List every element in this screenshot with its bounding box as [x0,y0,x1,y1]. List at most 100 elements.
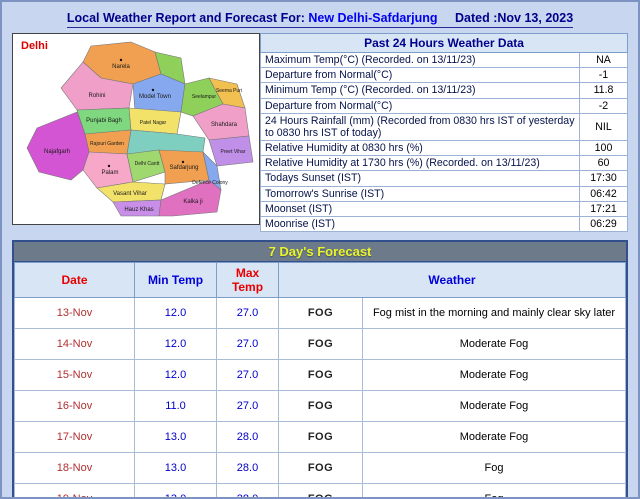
fog-icon: FOG [278,452,363,485]
map-region-najafgarh [26,111,90,181]
column-header-max-temp: Max Temp [216,262,279,299]
forecast-date: 17-Nov [14,421,135,454]
metric-value: 06:29 [579,215,628,233]
forecast-description: Fog mist in the morning and mainly clear… [362,297,626,330]
map-region-vasant-vihar [96,181,166,203]
fog-icon: FOG [278,483,363,497]
map-label-preet-vihar: Preet Vihar [221,149,246,155]
fog-icon: FOG [278,390,363,423]
metric-value: NIL [579,112,628,142]
page-header: Local Weather Report and Forecast For: N… [2,9,638,28]
table-row: Departure from Normal(°C) -1 [260,67,628,84]
map-label-punjabi-bagh: Punjabi Bagh [86,118,122,124]
forecast-title: 7 Day's Forecast [14,242,626,263]
station-name: New Delhi-Safdarjung [308,11,438,25]
map-marker [151,88,155,92]
map-label-model-town: Model Town [139,94,171,100]
forecast-date: 14-Nov [14,328,135,361]
metric-value: -2 [579,97,628,114]
map-label-hauz-khas: Hauz Khas [124,207,153,213]
forecast-min-temp: 11.0 [134,390,217,423]
forecast-description: Moderate Fog [362,390,626,423]
metric-label: Moonset (IST) [260,200,580,217]
metric-label: Tomorrow's Sunrise (IST) [260,185,580,202]
forecast-description: Fog [362,483,626,497]
table-row: Tomorrow's Sunrise (IST) 06:42 [260,185,628,202]
column-header-min-temp: Min Temp [134,262,217,299]
metric-value: 11.8 [579,82,628,99]
forecast-min-temp: 12.0 [134,297,217,330]
map-label-narela: Narela [112,64,130,70]
forecast-date: 15-Nov [14,359,135,392]
forecast-table: Date Min Temp Max Temp Weather 13-Nov 12… [14,262,626,497]
forecast-date: 16-Nov [14,390,135,423]
forecast-min-temp: 12.0 [134,328,217,361]
forecast-max-temp: 28.0 [216,483,279,497]
metric-value: 17:21 [579,200,628,217]
metric-label: Minimum Temp (°C) (Recorded. on 13/11/23… [260,82,580,99]
column-header-date: Date [14,262,135,299]
delhi-map-svg: Delhi [21,40,254,217]
metric-label: Departure from Normal(°C) [260,97,580,114]
forecast-row: 16-Nov 11.0 27.0 FOG Moderate Fog [14,390,626,423]
forecast-description: Moderate Fog [362,359,626,392]
map-label-seema-puri: Seema Puri [216,88,242,94]
table-row: Maximum Temp(°C) (Recorded. on 13/11/23)… [260,51,628,69]
map-region-preet-vihar [208,135,254,167]
map-label-kalkaji: Kalka ji [183,199,202,205]
forecast-min-temp: 12.0 [134,359,217,392]
forecast-date: 19-Nov [14,483,135,497]
forecast-min-temp: 13.0 [134,421,217,454]
map-region-shahdara [192,103,250,141]
table-row: Moonset (IST) 17:21 [260,200,628,217]
forecast-row: 14-Nov 12.0 27.0 FOG Moderate Fog [14,328,626,361]
map-label-rajouri-garden: Rajouri Garden [90,141,124,147]
map-region-kalkaji [158,179,222,217]
past24-title: Past 24 Hours Weather Data [260,33,628,53]
forecast-date: 18-Nov [14,452,135,485]
forecast-row: 13-Nov 12.0 27.0 FOG Fog mist in the mor… [14,297,626,330]
forecast-row: 15-Nov 12.0 27.0 FOG Moderate Fog [14,359,626,392]
map-label-delhi-cantt: Delhi Cantt [135,161,160,167]
metric-value: 06:42 [579,185,628,202]
map-marker [107,164,111,168]
forecast-max-temp: 27.0 [216,328,279,361]
forecast-date: 13-Nov [14,297,135,330]
forecast-section: 7 Day's Forecast Date Min Temp Max Temp … [12,240,628,497]
map-label-rohini: Rohini [88,93,105,99]
forecast-min-temp: 13.0 [134,452,217,485]
table-row: Departure from Normal(°C) -2 [260,97,628,114]
forecast-description: Fog [362,452,626,485]
table-row: Minimum Temp (°C) (Recorded. on 13/11/23… [260,82,628,99]
metric-label: Relative Humidity at 0830 hrs (%) [260,140,580,157]
forecast-max-temp: 28.0 [216,452,279,485]
table-row: Todays Sunset (IST) 17:30 [260,170,628,187]
map-marker [181,160,185,164]
table-row: Moonrise (IST) 06:29 [260,215,628,233]
metric-label: Maximum Temp(°C) (Recorded. on 13/11/23) [260,51,580,69]
table-row: Relative Humidity at 1730 hrs (%) (Recor… [260,155,628,172]
forecast-max-temp: 27.0 [216,359,279,392]
past-24-hours-table: Past 24 Hours Weather Data Maximum Temp(… [260,33,628,233]
metric-value: NA [579,51,628,69]
forecast-row: 17-Nov 13.0 28.0 FOG Moderate Fog [14,421,626,454]
forecast-row: 18-Nov 13.0 28.0 FOG Fog [14,452,626,485]
forecast-row: 19-Nov 13.0 28.0 FOG Fog [14,483,626,497]
report-date: Dated :Nov 13, 2023 [455,11,574,25]
map-label-vasant-vihar: Vasant Vihar [113,191,147,197]
metric-value: 100 [579,140,628,157]
metric-value: 17:30 [579,170,628,187]
forecast-header-row: Date Min Temp Max Temp Weather [14,262,626,299]
metric-label: Departure from Normal(°C) [260,67,580,84]
report-title: Local Weather Report and Forecast For: [66,11,305,25]
map-label-safdarjung: Safdarjung [169,165,198,171]
delhi-district-map: Delhi [12,33,260,225]
forecast-max-temp: 27.0 [216,390,279,423]
metric-label: Todays Sunset (IST) [260,170,580,187]
page-title: Local Weather Report and Forecast For: N… [66,11,574,28]
fog-icon: FOG [278,359,363,392]
table-row: Relative Humidity at 0830 hrs (%) 100 [260,140,628,157]
map-label-shahdara: Shahdara [211,122,238,128]
top-content-row: Delhi [12,33,628,233]
